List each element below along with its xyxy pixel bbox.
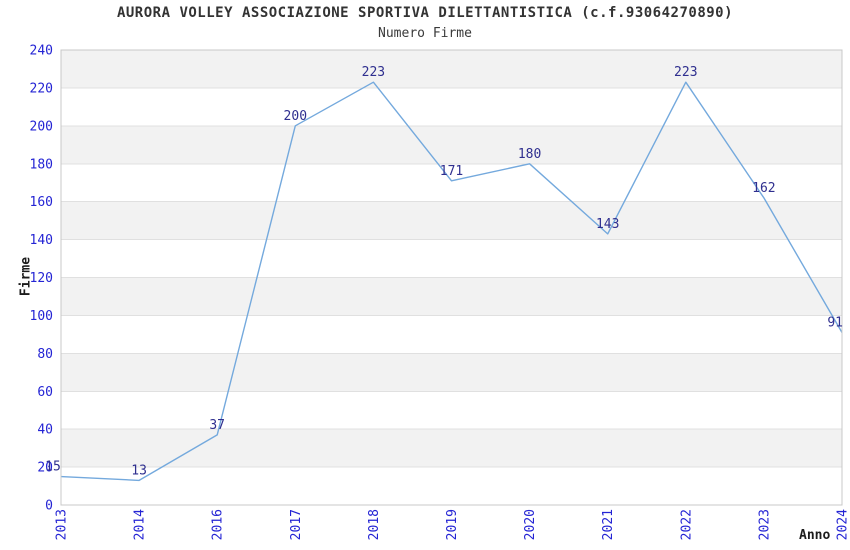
data-point-label: 171 — [440, 164, 463, 179]
x-tick-label: 2013 — [55, 509, 70, 540]
data-point-label: 223 — [674, 65, 697, 80]
y-tick-label: 60 — [37, 385, 53, 400]
chart-title: AURORA VOLLEY ASSOCIAZIONE SPORTIVA DILE… — [116, 5, 734, 21]
background-band — [61, 201, 842, 240]
data-point-label: 162 — [752, 181, 775, 196]
data-point-label: 200 — [284, 109, 307, 124]
y-tick-label: 240 — [30, 44, 53, 59]
chart-subtitle: Numero Firme — [378, 26, 472, 41]
x-tick-label: 2021 — [601, 509, 616, 540]
y-tick-label: 80 — [37, 347, 53, 362]
x-tick-label: 2016 — [211, 509, 226, 540]
y-tick-label: 100 — [30, 309, 53, 324]
y-tick-label: 120 — [30, 271, 53, 286]
data-series-line — [60, 81, 843, 482]
x-tick-label: 2023 — [757, 509, 772, 540]
y-tick-label: 200 — [30, 119, 53, 134]
x-tick-label: 2014 — [133, 509, 148, 540]
data-point-label: 15 — [45, 460, 61, 475]
background-band — [61, 125, 842, 164]
background-band — [61, 429, 842, 468]
y-tick-label: 220 — [30, 81, 53, 96]
data-point-label: 143 — [596, 217, 619, 232]
x-tick-label: 2020 — [523, 509, 538, 540]
x-tick-label: 2017 — [289, 509, 304, 540]
data-point-label: 13 — [131, 463, 147, 478]
background-band — [61, 50, 842, 88]
x-tick-label: 2018 — [367, 509, 382, 540]
data-point-label: 91 — [827, 316, 843, 331]
background-band — [61, 353, 842, 392]
y-tick-label: 160 — [30, 195, 53, 210]
y-tick-label: 20 — [37, 461, 53, 476]
y-tick-label: 180 — [30, 157, 53, 172]
y-tick-label: 0 — [45, 499, 53, 514]
data-point-label: 37 — [209, 418, 225, 433]
y-tick-label: 40 — [37, 423, 53, 438]
plot-border — [60, 49, 843, 506]
data-point-label: 223 — [362, 65, 385, 80]
background-band — [61, 277, 842, 316]
x-tick-label: 2024 — [836, 509, 850, 540]
x-tick-label: 2019 — [445, 509, 460, 540]
y-tick-label: 140 — [30, 233, 53, 248]
x-tick-label: 2022 — [679, 509, 694, 540]
x-axis-label: Anno — [799, 528, 831, 543]
data-point-label: 180 — [518, 147, 541, 162]
